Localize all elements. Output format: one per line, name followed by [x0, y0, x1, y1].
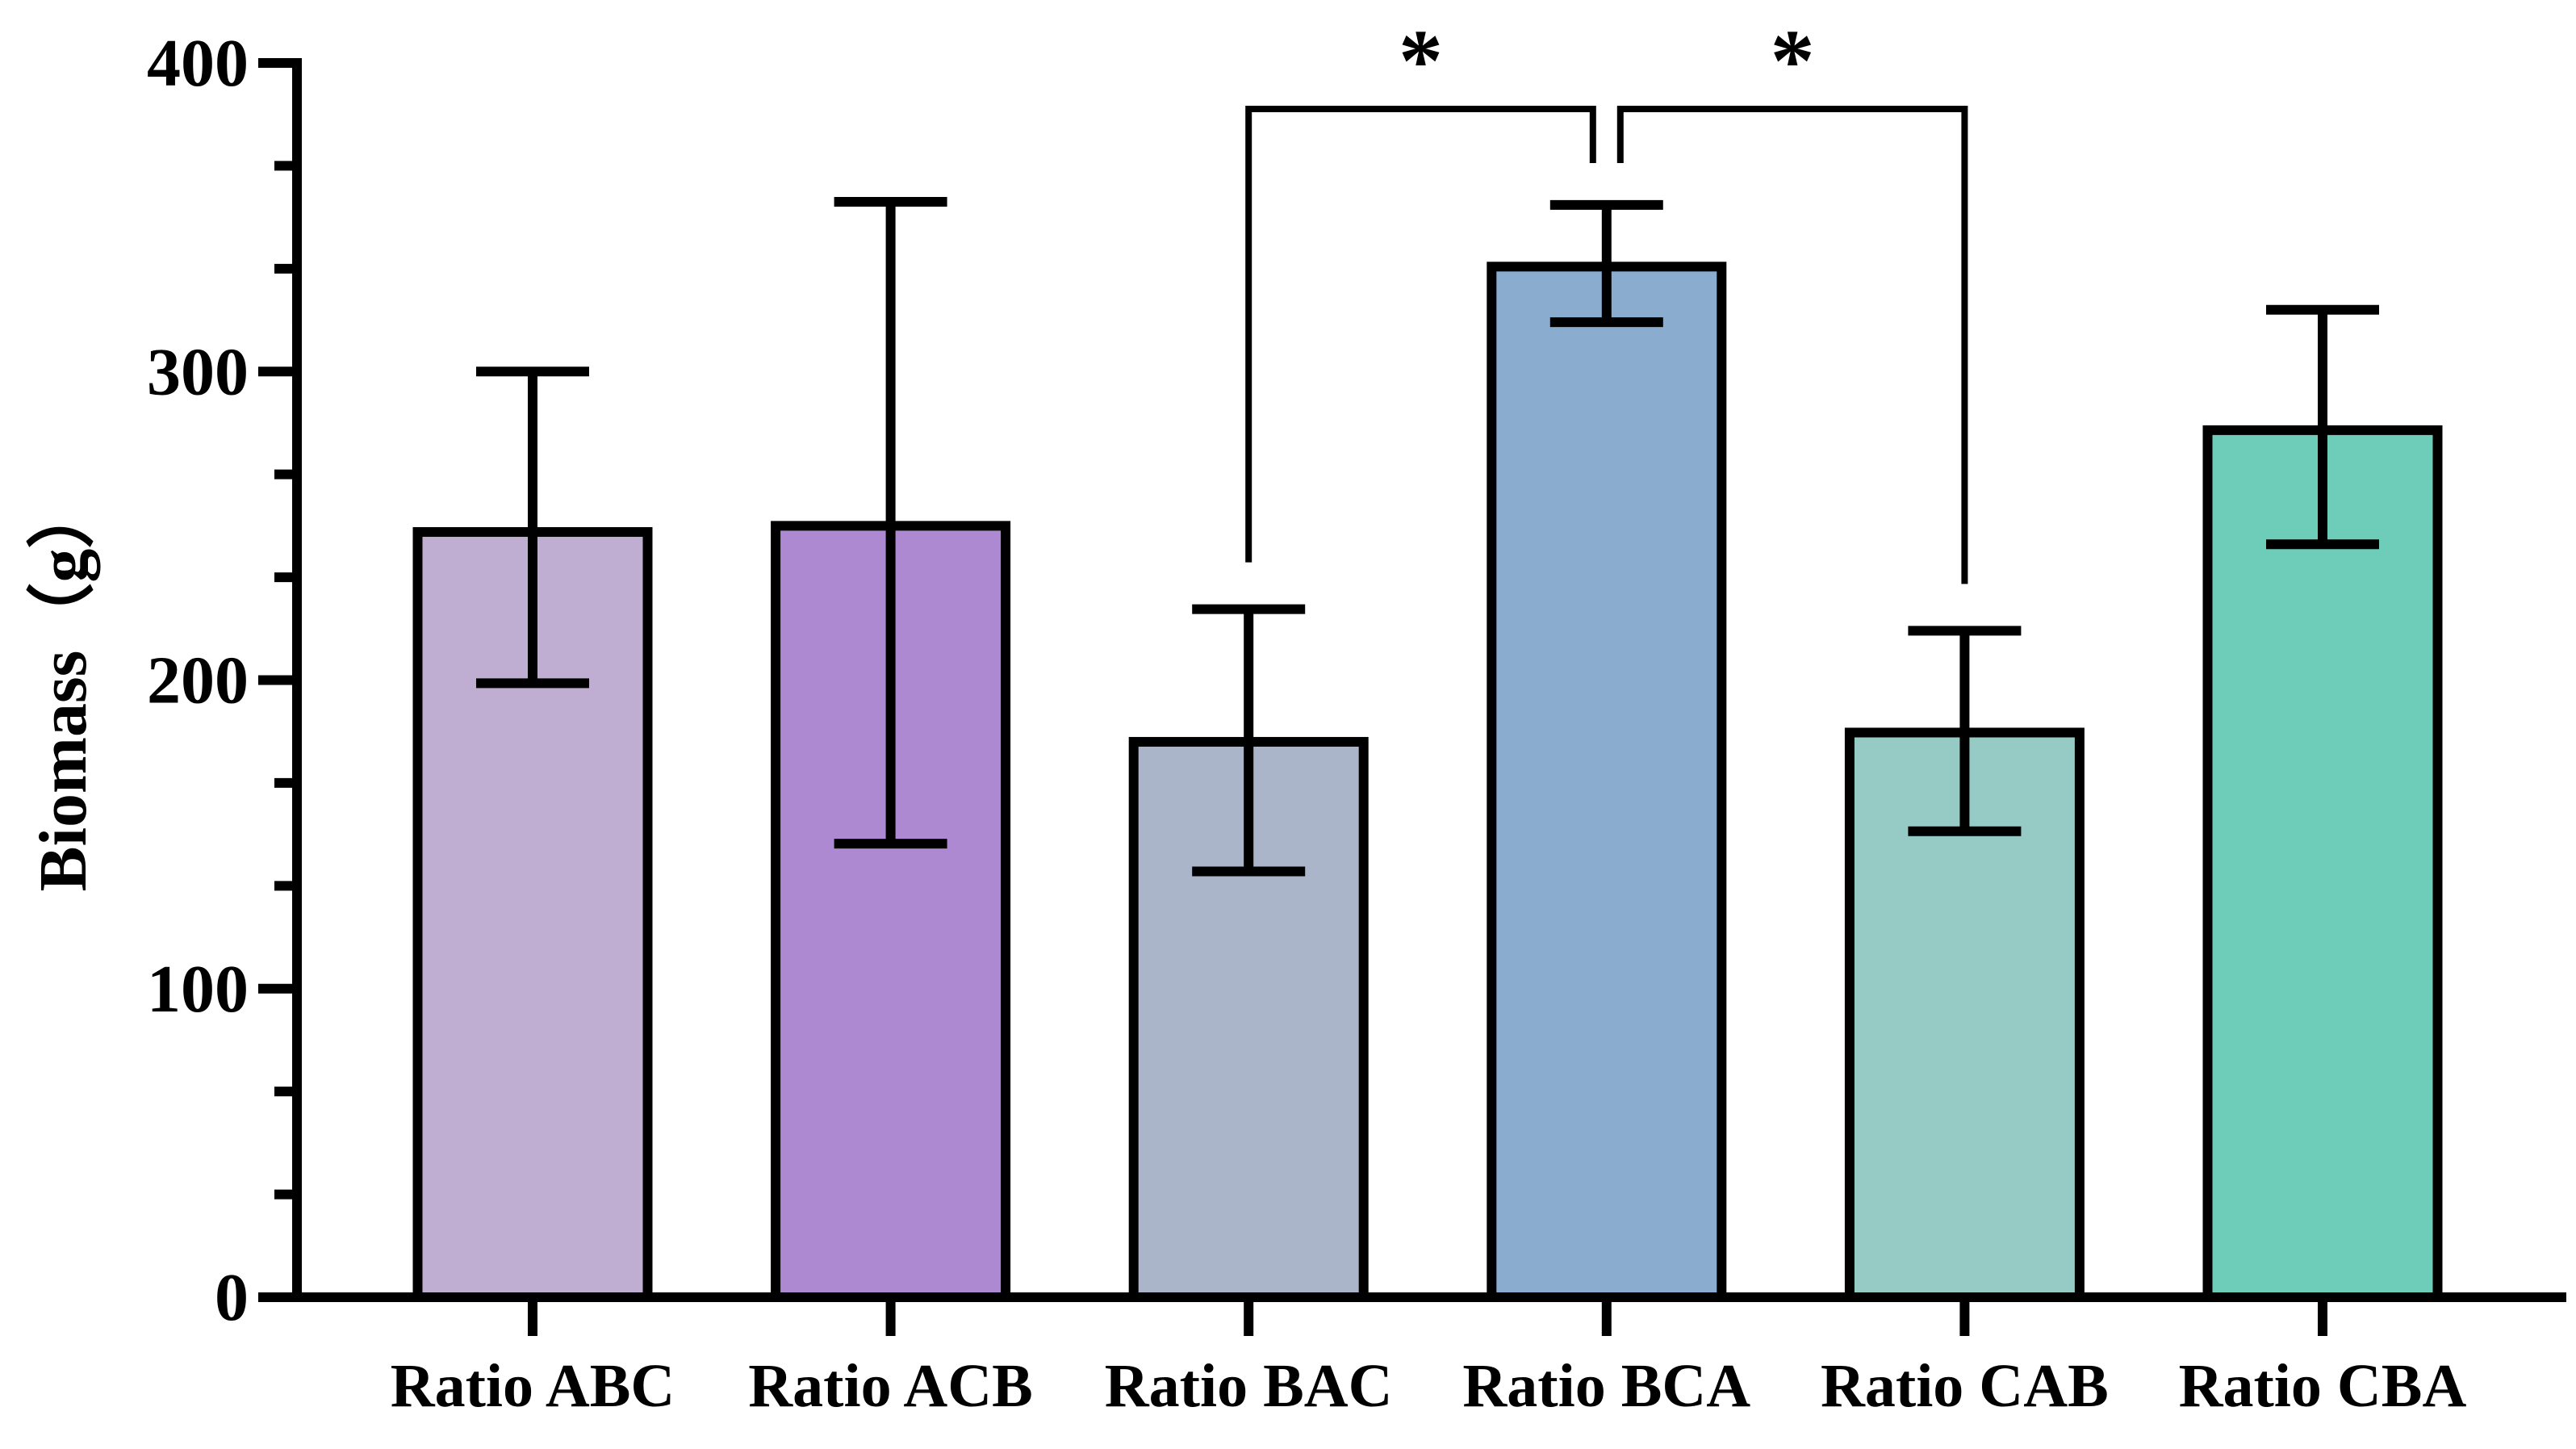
- error-bars: [476, 197, 2379, 877]
- y-tick-label: 100: [147, 952, 249, 1027]
- y-tick-label: 0: [215, 1260, 249, 1335]
- significance-bracket: [1616, 106, 1968, 584]
- y-tick-label: 300: [147, 334, 249, 409]
- y-tick-label: 200: [147, 643, 249, 718]
- x-tick-label: Ratio CBA: [2179, 1352, 2467, 1420]
- bars: [412, 262, 2443, 1303]
- x-tick-label: Ratio ABC: [391, 1352, 675, 1420]
- significance-bracket: [1245, 106, 1596, 563]
- x-axis: Ratio ABC Ratio ACB Ratio BAC Ratio BCA Rati…: [292, 1292, 2566, 1420]
- y-axis: 0 100 200 300 400: [147, 26, 302, 1335]
- x-tick-label: Ratio ACB: [748, 1352, 1033, 1420]
- bar-ratio-bca: [1487, 262, 1727, 1302]
- significance-annotations: * *: [1245, 11, 1968, 584]
- bar-ratio-cba: [2202, 425, 2443, 1303]
- bar-ratio-bac: [1128, 736, 1369, 1302]
- x-tick-label: Ratio BAC: [1105, 1352, 1393, 1420]
- x-tick-label: Ratio CAB: [1821, 1352, 2109, 1420]
- significance-star: *: [1399, 11, 1443, 110]
- y-tick-label: 400: [147, 26, 249, 101]
- significance-star: *: [1771, 11, 1815, 110]
- y-axis-label: Biomass（g）: [26, 481, 101, 892]
- x-tick-label: Ratio BCA: [1462, 1352, 1750, 1420]
